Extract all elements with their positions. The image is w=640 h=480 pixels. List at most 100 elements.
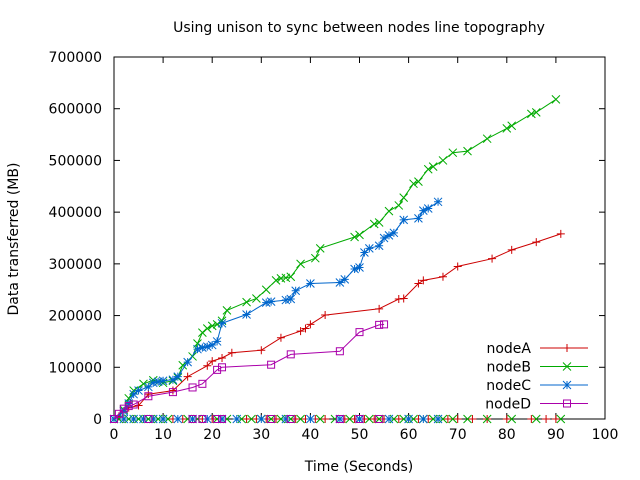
data-point-nodeA — [218, 353, 227, 362]
data-point-nodeA — [203, 361, 212, 370]
data-point-nodeB — [369, 219, 379, 229]
baseline-point-nodeC — [129, 414, 138, 424]
legend: nodeA nodeB nodeC nodeD — [485, 341, 588, 413]
legend-label: nodeB — [486, 360, 531, 376]
data-point-nodeB — [502, 124, 512, 133]
baseline-point-nodeC — [281, 414, 291, 424]
data-point-nodeA — [532, 238, 541, 247]
baseline-point-nodeD — [188, 415, 197, 423]
series-layer — [109, 95, 566, 424]
data-point-nodeB — [526, 109, 536, 119]
data-point-nodeB — [252, 294, 261, 303]
baseline-point-nodeB — [247, 414, 256, 424]
series-nodeD — [110, 320, 389, 423]
baseline-point-nodeC — [202, 414, 212, 424]
data-point-nodeC — [355, 263, 364, 272]
data-point-nodeB — [399, 193, 409, 203]
baseline-point-nodeA — [527, 415, 536, 423]
data-point-nodeA — [257, 346, 266, 355]
baseline-point-nodeC — [139, 414, 148, 424]
data-point-nodeB — [414, 177, 423, 186]
legend-marker — [563, 399, 571, 408]
data-point-nodeC — [183, 357, 193, 367]
x-tick-label: 70 — [449, 427, 467, 443]
data-point-nodeA — [438, 272, 447, 281]
x-tick-label: 90 — [547, 427, 565, 443]
data-point-nodeC — [360, 248, 369, 257]
data-point-nodeB — [409, 179, 418, 189]
data-point-nodeA — [208, 357, 217, 366]
baseline-point-nodeC — [418, 414, 428, 424]
data-point-nodeB — [261, 285, 271, 295]
baseline-point-nodeB — [315, 414, 325, 424]
data-point-nodeB — [374, 218, 384, 227]
baseline-point-nodeC — [355, 414, 364, 424]
legend-item-nodeA: nodeA — [486, 341, 588, 357]
data-point-nodeC — [433, 197, 443, 207]
legend-marker — [563, 344, 571, 352]
legend-label: nodeD — [485, 397, 531, 413]
baseline-point-nodeC — [232, 414, 242, 424]
data-point-nodeC — [266, 297, 276, 306]
data-point-nodeA — [375, 304, 384, 313]
baseline-point-nodeA — [291, 415, 300, 423]
baseline-point-nodeA — [502, 415, 511, 423]
x-tick-label: 0 — [110, 427, 119, 443]
baseline-point-nodeD — [218, 415, 227, 423]
data-point-nodeD — [124, 402, 133, 411]
data-point-nodeC — [291, 286, 301, 296]
baseline-point-nodeD — [355, 415, 364, 423]
data-point-nodeC — [423, 204, 433, 213]
data-point-nodeB — [315, 243, 325, 253]
data-point-nodeA — [394, 295, 403, 304]
baseline-point-nodeD — [286, 415, 295, 423]
legend-marker — [562, 380, 572, 390]
baseline-point-nodeC — [306, 414, 315, 424]
baseline-point-nodeA — [272, 415, 281, 423]
data-point-nodeC — [340, 275, 350, 284]
x-tick-label: 100 — [592, 427, 619, 443]
baseline-point-nodeC — [158, 414, 168, 424]
baseline-point-nodeC — [384, 414, 394, 424]
data-point-nodeD — [110, 415, 118, 423]
baseline-point-nodeA — [370, 415, 379, 423]
data-point-nodeC — [212, 337, 222, 346]
x-tick-label: 40 — [301, 427, 319, 443]
data-point-nodeA — [296, 327, 305, 336]
y-tick-label: 500000 — [49, 153, 102, 169]
data-point-nodeC — [134, 386, 143, 395]
data-point-nodeA — [321, 311, 330, 320]
legend-marker — [562, 362, 572, 371]
data-point-nodeD — [335, 347, 344, 356]
baseline-point-nodeC — [433, 414, 443, 424]
y-tick-label: 700000 — [49, 50, 102, 66]
x-axis-label: Time (Seconds) — [304, 459, 413, 475]
data-point-nodeC — [207, 340, 217, 350]
data-point-nodeA — [453, 262, 462, 271]
data-point-nodeD — [188, 383, 197, 392]
data-point-nodeC — [153, 377, 163, 387]
data-point-nodeD — [286, 350, 295, 359]
data-point-nodeB — [438, 156, 448, 165]
data-point-nodeC — [217, 318, 227, 328]
x-tick-label: 20 — [203, 427, 221, 443]
baseline-point-nodeA — [551, 415, 560, 423]
data-point-nodeC — [281, 295, 291, 305]
data-point-nodeC — [418, 206, 428, 215]
data-point-nodeB — [207, 321, 217, 331]
legend-item-nodeB: nodeB — [486, 360, 588, 376]
y-tick-label: 400000 — [49, 205, 102, 221]
data-point-nodeA — [227, 348, 236, 357]
data-point-nodeC — [261, 298, 271, 307]
y-axis-label: Data transferred (MB) — [6, 163, 22, 316]
data-point-nodeB — [202, 324, 212, 333]
data-point-nodeA — [183, 372, 192, 381]
data-point-nodeA — [488, 254, 497, 263]
data-point-nodeC — [350, 264, 359, 274]
y-tick-label: 0 — [93, 412, 102, 428]
baseline-point-nodeA — [443, 415, 452, 423]
data-point-nodeA — [134, 401, 143, 410]
data-point-nodeB — [463, 146, 472, 156]
data-point-nodeC — [379, 233, 389, 243]
data-point-nodeB — [242, 297, 251, 307]
